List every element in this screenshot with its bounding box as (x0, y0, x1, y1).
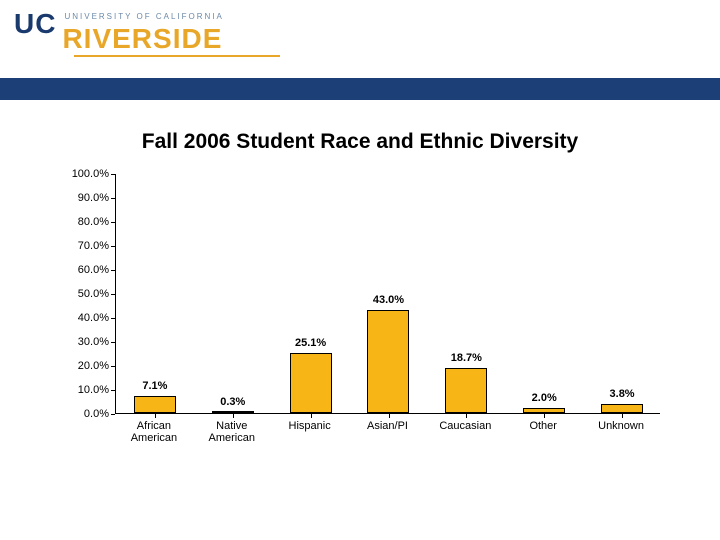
blue-band (0, 78, 720, 100)
x-tick-mark (155, 414, 156, 418)
y-tick-label: 50.0% (78, 288, 109, 300)
uc-logo-text: UC (14, 8, 56, 40)
bar (212, 411, 254, 413)
bar-value-label: 18.7% (427, 352, 505, 364)
x-tick-mark (311, 414, 312, 418)
x-axis-label: Caucasian (426, 420, 504, 432)
x-axis-label: NativeAmerican (193, 420, 271, 444)
x-axis-label: Unknown (582, 420, 660, 432)
y-tick-label: 90.0% (78, 192, 109, 204)
y-tick-label: 0.0% (84, 408, 109, 420)
x-axis-labels: AfricanAmericanNativeAmericanHispanicAsi… (115, 420, 660, 460)
bar (134, 396, 176, 413)
bar-value-label: 2.0% (505, 392, 583, 404)
bar-slot: 18.7% (427, 173, 505, 413)
y-tick-label: 10.0% (78, 384, 109, 396)
y-tick-label: 100.0% (72, 168, 109, 180)
bar-slot: 43.0% (350, 173, 428, 413)
bar (523, 408, 565, 413)
x-tick-mark (466, 414, 467, 418)
bar (367, 310, 409, 413)
y-tick-label: 80.0% (78, 216, 109, 228)
x-axis-label: Hispanic (271, 420, 349, 432)
bar-value-label: 25.1% (272, 337, 350, 349)
y-tick-label: 30.0% (78, 336, 109, 348)
bar-value-label: 0.3% (194, 396, 272, 408)
bar-value-label: 3.8% (583, 388, 661, 400)
bar-slot: 25.1% (272, 173, 350, 413)
y-tick-mark (111, 414, 115, 415)
bar (445, 368, 487, 413)
university-of-california-text: UNIVERSITY OF CALIFORNIA (64, 12, 223, 21)
y-tick-label: 60.0% (78, 264, 109, 276)
bar-slot: 2.0% (505, 173, 583, 413)
y-axis: 0.0%10.0%20.0%30.0%40.0%50.0%60.0%70.0%8… (55, 174, 115, 414)
plot-area: 7.1%0.3% 25.1% 43.0% 18.7% 2.0%3.8% (115, 174, 660, 414)
header: UC UNIVERSITY OF CALIFORNIA RIVERSIDE (0, 0, 720, 80)
x-tick-mark (622, 414, 623, 418)
logo: UC UNIVERSITY OF CALIFORNIA RIVERSIDE (14, 8, 706, 55)
bar-value-label: 7.1% (116, 380, 194, 392)
x-axis-label: AfricanAmerican (115, 420, 193, 444)
x-tick-mark (389, 414, 390, 418)
x-axis-label: Other (504, 420, 582, 432)
y-tick-label: 70.0% (78, 240, 109, 252)
y-tick-label: 20.0% (78, 360, 109, 372)
bar-slot: 3.8% (583, 173, 661, 413)
y-tick-label: 40.0% (78, 312, 109, 324)
gold-underline (74, 55, 280, 57)
x-tick-mark (233, 414, 234, 418)
logo-right-block: UNIVERSITY OF CALIFORNIA RIVERSIDE (62, 8, 223, 55)
bar-slot: 7.1% (116, 173, 194, 413)
bar-slot: 0.3% (194, 173, 272, 413)
bar-chart: 0.0% 10.0% 20.0% 30.0% 40.0% 50.0% 60.0% 70.0% 8… (55, 174, 665, 474)
chart-title: Fall 2006 Student Race and Ethnic Divers… (0, 130, 720, 154)
bar-value-label: 43.0% (350, 294, 428, 306)
bar (290, 353, 332, 413)
x-axis-label: Asian/PI (349, 420, 427, 432)
bar (601, 404, 643, 413)
x-tick-mark (544, 414, 545, 418)
riverside-logo-text: RIVERSIDE (62, 23, 223, 55)
